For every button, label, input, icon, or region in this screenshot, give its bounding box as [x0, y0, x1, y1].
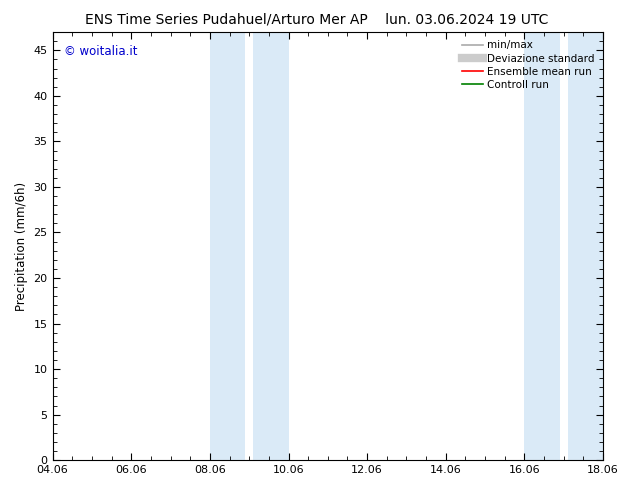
- Text: ENS Time Series Pudahuel/Arturo Mer AP    lun. 03.06.2024 19 UTC: ENS Time Series Pudahuel/Arturo Mer AP l…: [86, 12, 548, 26]
- Text: © woitalia.it: © woitalia.it: [63, 45, 137, 58]
- Y-axis label: Precipitation (mm/6h): Precipitation (mm/6h): [15, 182, 28, 311]
- Legend: min/max, Deviazione standard, Ensemble mean run, Controll run: min/max, Deviazione standard, Ensemble m…: [459, 37, 598, 93]
- Bar: [210, 32, 245, 460]
- Bar: [567, 32, 603, 460]
- Bar: [524, 32, 560, 460]
- Bar: [253, 32, 288, 460]
